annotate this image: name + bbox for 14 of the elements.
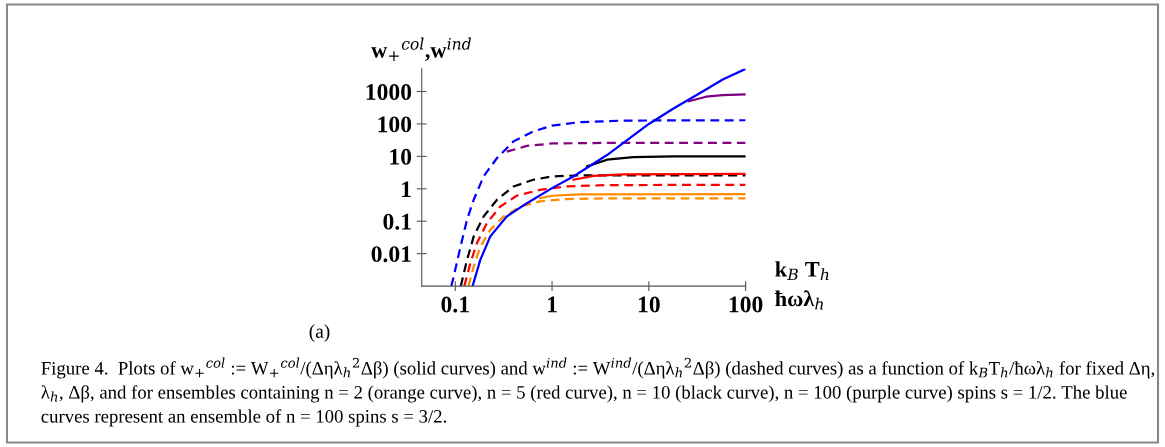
y-tick-label: 100 [378,116,412,133]
text: Figure 4. Plots of w$_{+}$$^{col}$ := W$_{+}$$^{col}$/(Δηλ$_{h}$$^{2}$Δβ) (solid curves) and w$^{ind}$ := W$^{ind}$/(Δηλ$_{h}$$^{2}$Δβ) (dashed curves) as a function of k$_{B}$T$_{h}$/ħωλ$_{h}$ for fixed Δη, λ$_{h}$, Δβ, and for ensembles containing n = 2 (orange curve), n = 5 (red curve), n = 10 (black curve), n = 100 (purple curve) spins s = 1/2. The blue curves represent an ensemble of n = 100 spins s = 3/2. [41,357,1155,427]
text: (a) [309,324,330,342]
x-tick-label: 0.1 [441,296,469,313]
y-tick-label: 0.1 [383,213,411,230]
x-tick-label: 1 [548,296,557,313]
y-tick-label: 1 [402,181,411,197]
x-axis-title: k$_{B}$ T$_{h}$ ħωλ$_{h}$ [774,261,829,310]
x-tick-label: 10 [638,296,660,313]
y-axis-title: w$_{+}$$^{col}$,w$^{ind}$ [371,37,471,61]
x-tick-label: 100 [729,296,763,313]
y-tick-label: 1000 [366,84,412,100]
y-tick-label: 0.01 [371,246,411,263]
y-tick-label: 10 [390,148,412,165]
